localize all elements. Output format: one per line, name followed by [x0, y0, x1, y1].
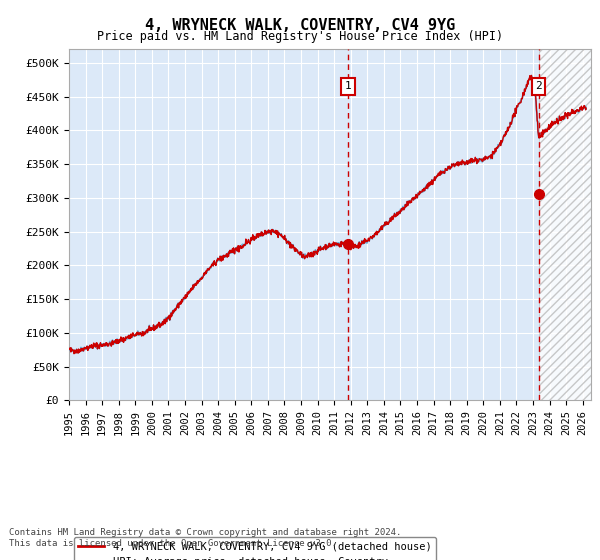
Text: Price paid vs. HM Land Registry's House Price Index (HPI): Price paid vs. HM Land Registry's House …: [97, 30, 503, 43]
Legend: 4, WRYNECK WALK, COVENTRY, CV4 9YG (detached house), HPI: Average price, detache: 4, WRYNECK WALK, COVENTRY, CV4 9YG (deta…: [74, 537, 436, 560]
Text: 2: 2: [535, 81, 542, 91]
Text: 4, WRYNECK WALK, COVENTRY, CV4 9YG: 4, WRYNECK WALK, COVENTRY, CV4 9YG: [145, 18, 455, 33]
Text: Contains HM Land Registry data © Crown copyright and database right 2024.
This d: Contains HM Land Registry data © Crown c…: [9, 528, 401, 548]
Text: 1: 1: [344, 81, 351, 91]
Polygon shape: [539, 49, 591, 400]
